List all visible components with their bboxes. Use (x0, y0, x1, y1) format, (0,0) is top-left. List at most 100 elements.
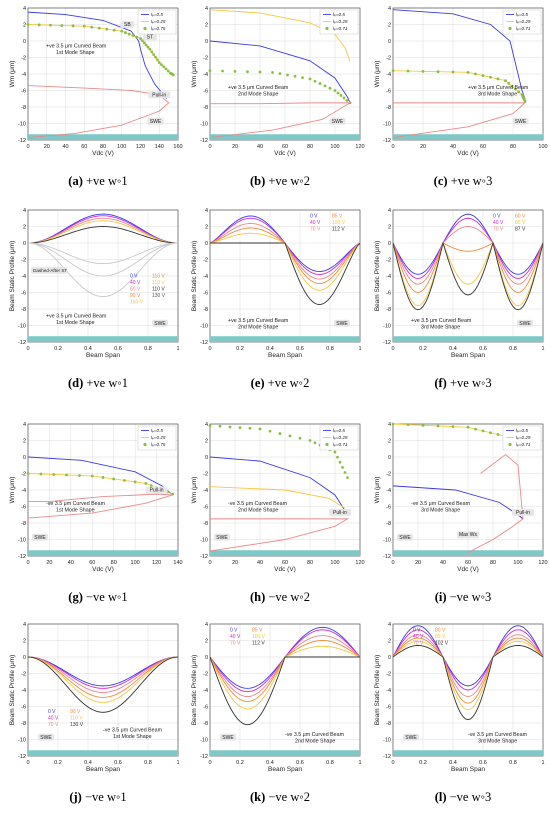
x-tick-label: 0.4 (449, 346, 457, 352)
electrode-band (393, 750, 543, 756)
y-tick-label: -2 (386, 472, 391, 478)
legend-box (502, 425, 542, 451)
series-line (392, 423, 519, 448)
data-point (436, 424, 440, 428)
chart-j: 0 0.2 0.4 0.6 0.8 1 4 2 0 -2 -4 -6 -8 -10 -12 Beam Span… (9, 622, 180, 773)
x-tick-label: 20 (420, 144, 426, 150)
caption-text: +ve w◦3 (446, 376, 492, 390)
caption-text: +ve w◦1 (83, 376, 129, 390)
data-point (90, 474, 94, 478)
legend-voltage: 40 V (230, 634, 241, 640)
x-tick-label: 60 (81, 144, 87, 150)
profile-curve (209, 656, 360, 726)
x-tick-label: 80 (307, 560, 313, 566)
data-point (436, 70, 440, 74)
data-point (228, 425, 232, 429)
profile-curve (27, 226, 179, 244)
x-tick-label: 0 (26, 346, 29, 352)
chart-subtitle: 3rd Mode Shape (478, 91, 517, 97)
data-point (120, 29, 124, 33)
x-tick-label: 0 (391, 346, 394, 352)
chart-title: +ve 3.5 μm Curved Beam (46, 313, 107, 319)
legend-voltage: 100 V (252, 634, 266, 640)
x-tick-label: 60 (282, 560, 288, 566)
data-point (346, 476, 349, 480)
x-tick-label: 0.8 (144, 760, 152, 766)
x-tick-label: 20 (232, 144, 238, 150)
y-tick-label: -6 (203, 705, 208, 711)
data-point (71, 24, 75, 28)
legend-swatch (508, 26, 512, 31)
legend-swatch (143, 442, 147, 447)
y-axis-label: Beam Static Profile (μm) (9, 655, 16, 726)
x-tick-label: 100 (513, 560, 522, 566)
x-tick-label: 40 (62, 144, 68, 150)
chart-title: -ve 3.5 μm Curved Beam (103, 727, 163, 733)
max-badge (457, 531, 479, 539)
data-point (391, 422, 395, 426)
data-point (323, 84, 327, 88)
max-label: Max Ws (459, 532, 478, 538)
y-tick-label: -8 (203, 721, 208, 727)
profile-curve (392, 241, 544, 311)
y-tick-label: 0 (205, 655, 208, 661)
chart-title: -ve 3.5 μm Curved Beam (411, 501, 471, 507)
x-tick-label: 20 (232, 560, 238, 566)
legend-label: lₑ=0.5 (151, 12, 163, 17)
x-tick-label: 60 (465, 560, 471, 566)
y-tick-label: 2 (388, 439, 391, 445)
x-tick-label: 0.2 (54, 760, 62, 766)
x-tick-label: 40 (257, 144, 263, 150)
swe-label: SWE (150, 119, 162, 125)
chart-title: -ve 3.5 μm Curved Beam (228, 501, 288, 507)
y-tick-label: -6 (21, 505, 26, 511)
data-point (474, 427, 477, 431)
chart-title: -ve 3.5 μm Curved Beam (285, 732, 345, 738)
profile-curve (392, 644, 544, 721)
y-tick-label: -10 (18, 738, 26, 744)
legend-voltage: 130 V (152, 293, 166, 299)
x-tick-label: 0 (26, 560, 29, 566)
y-tick-label: -4 (203, 72, 208, 78)
y-tick-label: 2 (23, 225, 26, 231)
data-point (246, 70, 249, 74)
data-point (154, 55, 157, 59)
y-tick-label: -6 (21, 291, 26, 297)
x-tick-label: 0 (26, 760, 29, 766)
x-tick-label: 0.8 (144, 346, 152, 352)
y-tick-label: 2 (205, 225, 208, 231)
chart-subtitle: 2nd Mode Shape (295, 739, 335, 745)
legend-voltage: 130 V (70, 722, 84, 728)
y-axis-label: Wm (μm) (9, 61, 16, 88)
pull-in-label: Pull-in (516, 510, 530, 516)
legend-voltage: 85 V (515, 220, 526, 226)
chart-l: 0 0.2 0.4 0.6 0.8 1 4 2 0 -2 -4 -6 -8 -10 -12 Beam Span… (374, 622, 545, 773)
y-tick-label: 0 (23, 39, 26, 45)
profile-curve (392, 634, 544, 698)
legend-voltage: 60 V (515, 213, 526, 219)
legend-voltage: 40 V (48, 716, 59, 722)
swe-badge (147, 117, 164, 125)
profile-curve (27, 656, 179, 693)
pull-in-badge (512, 508, 534, 516)
data-point (523, 98, 526, 102)
x-tick-label: 120 (355, 560, 364, 566)
data-point (208, 69, 212, 73)
legend-voltage: 110 V (152, 287, 165, 293)
profile-curve (27, 215, 179, 244)
chart-subtitle: 2nd Mode Shape (238, 325, 278, 331)
caption-label: (i) (434, 590, 447, 604)
swe-label: SWE (216, 535, 228, 541)
x-tick-label: 0.4 (266, 760, 274, 766)
y-tick-label: 0 (388, 39, 391, 45)
caption-e: (e) +ve w◦2 (190, 376, 370, 390)
caption-text: −ve w◦3 (446, 590, 492, 604)
data-point (338, 460, 342, 464)
data-point (451, 70, 455, 74)
legend-label: lₑ=0.29 (333, 19, 348, 24)
x-axis-label: Vdc (V) (274, 150, 296, 157)
x-tick-label: 20 (46, 560, 52, 566)
series-line (209, 486, 346, 509)
electrode-band (28, 750, 178, 756)
